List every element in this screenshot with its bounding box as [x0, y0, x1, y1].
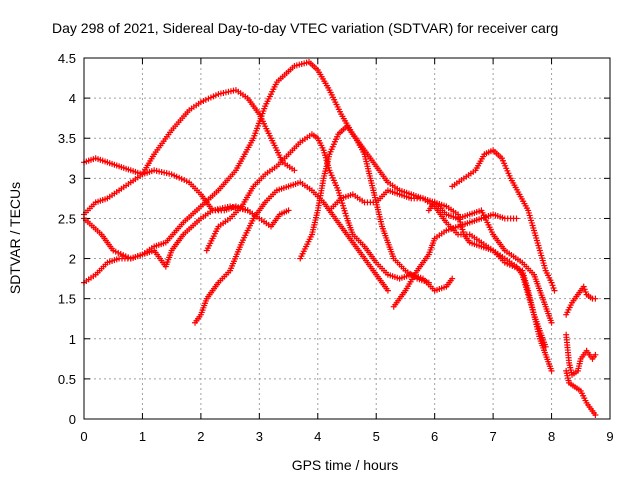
data-marker-s12: [581, 286, 588, 293]
data-point-s12: [580, 283, 587, 290]
data-point-s14: [592, 411, 599, 418]
y-tick-label: 1.5: [58, 292, 76, 307]
y-axis-label: SDTVAR / TECUs: [7, 182, 23, 294]
data-point-s4: [548, 319, 555, 326]
x-tick-label: 8: [548, 429, 555, 444]
data-point-s13: [592, 351, 599, 358]
data-marker-s11: [550, 284, 557, 291]
x-tick-label: 3: [256, 429, 263, 444]
y-tick-label: 3.5: [58, 131, 76, 146]
data-point-s3: [244, 207, 251, 214]
data-marker-s12: [582, 288, 589, 295]
x-tick-label: 6: [431, 429, 438, 444]
x-tick-label: 4: [314, 429, 321, 444]
y-tick-label: 0.5: [58, 372, 76, 387]
data-point-s8: [548, 367, 555, 374]
x-tick-label: 7: [489, 429, 496, 444]
data-point-s7: [425, 279, 432, 286]
data-point-s11: [551, 287, 558, 294]
x-tick-label: 1: [139, 429, 146, 444]
data-markers: [81, 59, 599, 418]
data-point-s12: [592, 295, 599, 302]
y-tick-label: 4: [69, 91, 76, 106]
data-point-s2: [291, 167, 298, 174]
chart-title: Day 298 of 2021, Sidereal Day-to-day VTE…: [52, 20, 558, 36]
data-point-s6: [449, 275, 456, 282]
data-point-s10: [542, 343, 549, 350]
data-point-s1: [285, 207, 292, 214]
y-tick-label: 3: [69, 171, 76, 186]
y-tick-label: 1: [69, 332, 76, 347]
y-tick-label: 2: [69, 252, 76, 267]
x-tick-label: 0: [80, 429, 87, 444]
data-point-s9: [513, 215, 520, 222]
data-marker-s11: [549, 282, 556, 289]
x-axis-label: GPS time / hours: [292, 457, 399, 473]
data-point-s11: [548, 279, 555, 286]
plot-frame: [83, 57, 611, 420]
y-tick-label: 0: [69, 412, 76, 427]
data-point-s5: [384, 287, 391, 294]
y-tick-label: 2.5: [58, 211, 76, 226]
axis-ticks: 0 1 2 3 4 5 6 7 8 9 0 0.5 1 1.5 2 2.5 3 3.5 4 4.5: [58, 51, 614, 444]
x-tick-label: 2: [197, 429, 204, 444]
x-tick-label: 9: [606, 429, 613, 444]
x-tick-label: 5: [373, 429, 380, 444]
y-tick-label: 4.5: [58, 51, 76, 66]
